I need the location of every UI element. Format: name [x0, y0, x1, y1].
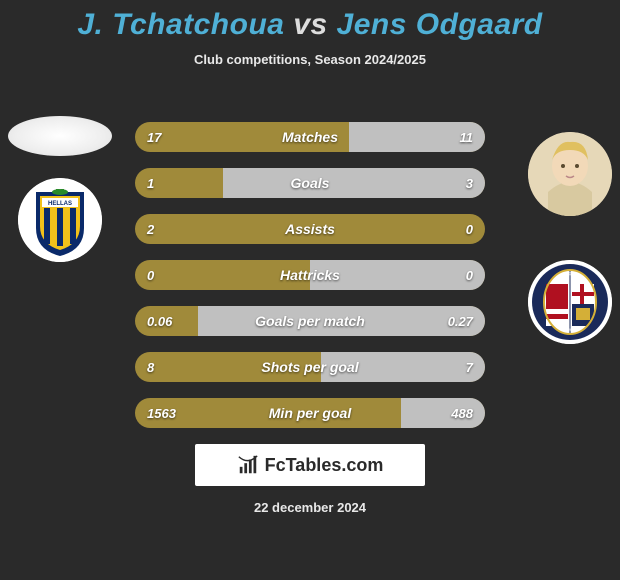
bologna-crest-icon: B F C 1909 [528, 260, 612, 344]
stat-row: 2Assists0 [135, 214, 485, 244]
stat-row: 0.06Goals per match0.27 [135, 306, 485, 336]
stat-row: 1Goals3 [135, 168, 485, 198]
player1-avatar [8, 116, 112, 156]
player1-club-crest: HELLAS [18, 178, 102, 262]
hellas-verona-crest-icon: HELLAS [18, 178, 102, 262]
subtitle: Club competitions, Season 2024/2025 [0, 52, 620, 67]
stat-right-value: 0.27 [448, 306, 473, 336]
player2-avatar [528, 132, 612, 216]
stat-right-value: 0 [466, 260, 473, 290]
player2-club-crest: B F C 1909 [528, 260, 612, 344]
stat-right-value: 7 [466, 352, 473, 382]
stat-right-value: 11 [460, 122, 474, 152]
stat-label: Matches [135, 122, 485, 152]
svg-text:HELLAS: HELLAS [48, 201, 72, 207]
branding-text: FcTables.com [265, 455, 384, 476]
comparison-title: J. Tchatchoua vs Jens Odgaard [0, 0, 620, 42]
vs-label: vs [293, 8, 327, 41]
stat-row: 8Shots per goal7 [135, 352, 485, 382]
date-label: 22 december 2024 [0, 500, 620, 515]
stat-label: Hattricks [135, 260, 485, 290]
stat-right-value: 3 [466, 168, 473, 198]
stat-right-value: 0 [466, 214, 473, 244]
stat-label: Assists [135, 214, 485, 244]
player2-face-icon [528, 132, 612, 216]
stat-row: 0Hattricks0 [135, 260, 485, 290]
player1-name: J. Tchatchoua [77, 8, 284, 41]
stats-chart: 17Matches111Goals32Assists00Hattricks00.… [135, 122, 485, 444]
stat-row: 17Matches11 [135, 122, 485, 152]
stat-label: Shots per goal [135, 352, 485, 382]
bar-chart-icon [237, 454, 259, 476]
branding-badge: FcTables.com [195, 444, 425, 486]
stat-label: Goals per match [135, 306, 485, 336]
stat-row: 1563Min per goal488 [135, 398, 485, 428]
player2-name: Jens Odgaard [337, 8, 543, 41]
svg-text:1909: 1909 [563, 328, 577, 334]
stat-right-value: 488 [451, 398, 473, 428]
stat-label: Min per goal [135, 398, 485, 428]
stat-label: Goals [135, 168, 485, 198]
svg-text:B F C: B F C [562, 273, 578, 279]
